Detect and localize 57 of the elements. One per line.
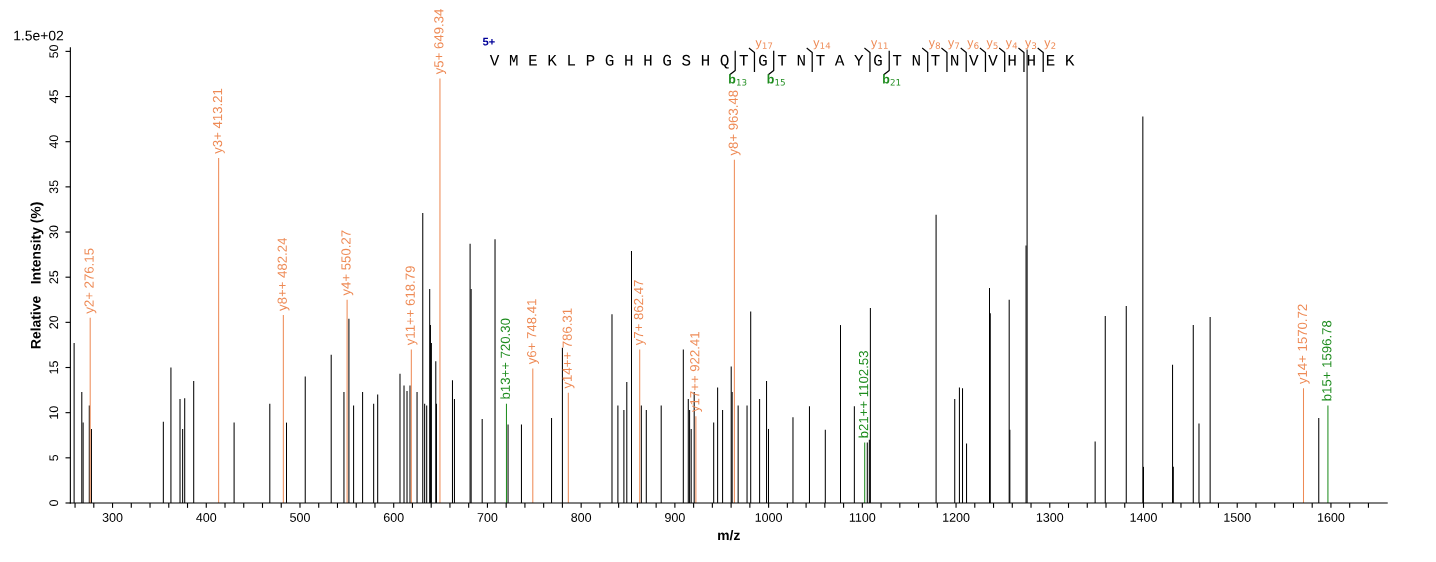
annotation: b$_{13}$ (729, 74, 747, 86)
annotation: y14++ 786.31 (562, 308, 575, 389)
y-tick-label: 35 (49, 180, 59, 194)
annotation: y7+ 862.47 (633, 280, 646, 346)
x-tick-label: 1600 (1317, 513, 1345, 522)
x-tick-label: 1200 (943, 513, 970, 522)
annotation: b$_{21}$ (883, 74, 901, 86)
annotation: y$_{5}$ (986, 40, 998, 50)
x-tick-label: 1100 (849, 513, 876, 522)
annotation: y11++ 618.79 (405, 266, 418, 346)
annotation: y6+ 748.41 (527, 299, 539, 365)
annotation: y$_{14}$ (813, 40, 831, 50)
x-tick-label: 1300 (1036, 513, 1064, 522)
x-tick-label: 1000 (755, 513, 783, 522)
annotation: y$_{3}$ (1024, 40, 1037, 50)
y-tick-label: 0 (49, 500, 59, 506)
y-tick-label: 50 (49, 44, 59, 58)
annotation: b$_{15}$ (767, 74, 785, 86)
annotation: y$_{8}$ (928, 40, 941, 50)
annotation: b15+ 1596.78 (1321, 320, 1332, 401)
annotation: y$_{17}$ (755, 40, 773, 50)
annotation: y8+ 963.48 (728, 90, 741, 156)
y-tick-label: 30 (49, 225, 59, 239)
annotation: y5+ 649.34 (434, 9, 447, 75)
y-tick-label: 20 (49, 315, 59, 329)
x-tick-label: 400 (196, 513, 217, 522)
annotation: y$_{2}$ (1044, 40, 1056, 50)
annotation: y8++ 482.24 (277, 237, 290, 311)
y-tick-label: 5 (49, 454, 59, 461)
text: 1.5e+02 (14, 30, 64, 41)
text: 5+ (482, 37, 495, 46)
annotation: y$_{11}$ (870, 40, 888, 50)
annotation: b21++ 1102.53 (858, 351, 869, 438)
annotation: y$_{7}$ (947, 40, 960, 50)
annotation: y$_{4}$ (1005, 40, 1018, 50)
x-tick-label: 700 (477, 513, 498, 522)
y-axis-title: Relative Intensity (%) (30, 202, 44, 349)
annotation: b13++ 720.30 (500, 318, 510, 399)
x-axis-title: m/z (718, 529, 740, 541)
annotation: y14+ 1570.72 (1297, 304, 1310, 385)
x-tick-label: 1500 (1224, 513, 1251, 522)
annotation: y$_{6}$ (967, 40, 979, 50)
x-tick-label: 800 (571, 513, 592, 522)
x-tick-label: 900 (665, 513, 685, 522)
y-tick-label: 15 (49, 361, 59, 374)
y-tick-label: 45 (49, 90, 59, 104)
x-tick-label: 600 (383, 513, 404, 522)
x-tick-label: 300 (102, 513, 123, 522)
x-tick-label: 500 (290, 513, 310, 522)
y-tick-label: 25 (49, 270, 59, 284)
y-tick-label: 40 (49, 135, 59, 149)
x-tick-label: 1400 (1130, 513, 1157, 522)
annotation: y3+ 413.21 (212, 88, 225, 154)
annotation: y17++ 922.41 (690, 332, 703, 413)
annotation: y4+ 550.27 (341, 230, 354, 296)
y-tick-label: 10 (49, 406, 59, 419)
annotation: y2+ 276.15 (84, 248, 97, 314)
